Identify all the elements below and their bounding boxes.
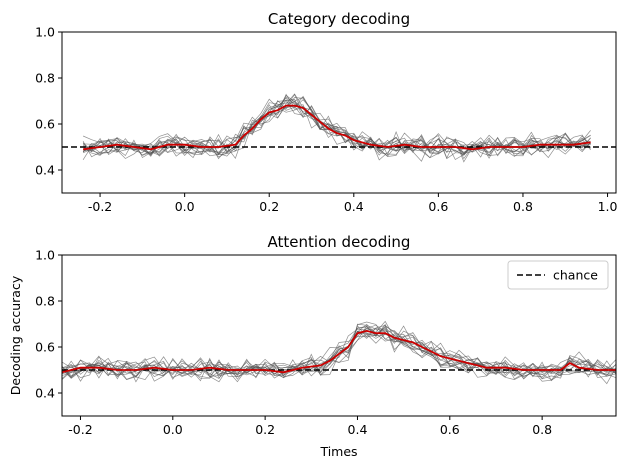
x-tick-label: 0.6 bbox=[428, 199, 448, 214]
x-axis-label: Times bbox=[319, 444, 357, 459]
subject-trace-line bbox=[62, 325, 616, 380]
plot-area bbox=[62, 320, 616, 385]
y-tick-label: 0.6 bbox=[35, 117, 55, 132]
x-tick-label: 0.2 bbox=[259, 199, 279, 214]
x-tick-label: -0.2 bbox=[68, 422, 92, 437]
x-tick-label: 1.0 bbox=[598, 199, 618, 214]
x-tick-label: -0.2 bbox=[88, 199, 112, 214]
axes-frame bbox=[61, 31, 617, 194]
subject-trace-line bbox=[82, 97, 591, 159]
category-decoding-panel: Category decoding -0.2 0.0 0.2 0.4 0.6 0.8 1.0 0… bbox=[35, 10, 617, 214]
x-tick-label: 0.4 bbox=[348, 422, 368, 437]
attention-decoding-panel: Attention decoding -0.2 0.0 0.2 0.4 0.6 0.8 0.4… bbox=[8, 233, 617, 459]
y-tick-label: 0.6 bbox=[35, 340, 55, 355]
subject-trace-line bbox=[62, 323, 616, 383]
y-tick-label: 0.8 bbox=[35, 294, 55, 309]
subject-trace-line bbox=[62, 323, 616, 379]
y-tick-label: 1.0 bbox=[35, 25, 55, 40]
y-axis-label: Decoding accuracy bbox=[8, 275, 23, 395]
mean-accuracy-line bbox=[82, 104, 591, 151]
legend-box bbox=[507, 260, 609, 290]
chart-title: Category decoding bbox=[268, 10, 410, 28]
x-tick-label: 0.4 bbox=[344, 199, 364, 214]
y-tick-label: 0.4 bbox=[35, 163, 55, 178]
x-tick-label: 0.0 bbox=[175, 199, 195, 214]
subject-traces bbox=[82, 93, 591, 163]
y-tick-label: 0.8 bbox=[35, 71, 55, 86]
subject-trace-line bbox=[62, 320, 616, 385]
subject-trace-line bbox=[82, 98, 591, 159]
x-tick-label: 0.2 bbox=[255, 422, 275, 437]
subject-trace-line bbox=[82, 100, 591, 159]
y-tick-label: 0.4 bbox=[35, 386, 55, 401]
x-tick-label: 0.8 bbox=[513, 199, 533, 214]
plot-area bbox=[62, 93, 616, 163]
x-tick-label: 0.6 bbox=[440, 422, 460, 437]
x-tick-label: 0.0 bbox=[163, 422, 183, 437]
axes-frame bbox=[61, 254, 617, 417]
subject-trace-line bbox=[62, 323, 616, 382]
legend-label: chance bbox=[553, 268, 598, 283]
mean-accuracy-line bbox=[62, 329, 616, 374]
chart-title: Attention decoding bbox=[268, 233, 411, 251]
legend: chance bbox=[507, 260, 609, 290]
subject-trace-line bbox=[82, 104, 591, 160]
subject-traces bbox=[62, 320, 616, 385]
x-tick-label: 0.8 bbox=[532, 422, 552, 437]
subject-trace-line bbox=[82, 93, 591, 160]
y-tick-label: 1.0 bbox=[35, 248, 55, 263]
